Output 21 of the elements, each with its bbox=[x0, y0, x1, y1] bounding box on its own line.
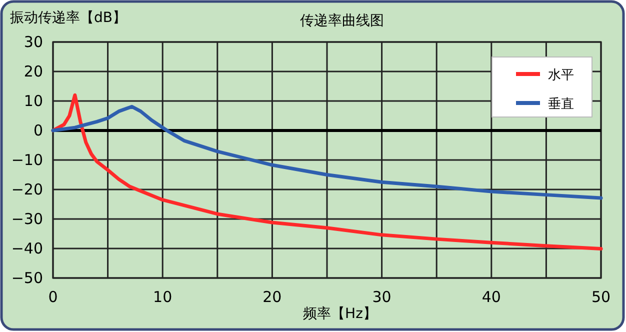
x-tick-label: 30 bbox=[372, 288, 392, 306]
y-tick-label: −50 bbox=[11, 269, 43, 287]
y-tick-label: −20 bbox=[11, 180, 43, 198]
y-tick-label: 0 bbox=[33, 122, 43, 140]
y-tick-label: 20 bbox=[24, 62, 43, 80]
x-tick-label: 20 bbox=[262, 288, 282, 306]
legend-label: 水平 bbox=[548, 68, 574, 83]
y-tick-label: −40 bbox=[11, 240, 43, 258]
x-tick-label: 40 bbox=[482, 288, 501, 306]
y-tick-label: −30 bbox=[11, 210, 43, 228]
y-tick-label: −10 bbox=[11, 151, 43, 169]
x-tick-label: 10 bbox=[153, 288, 172, 306]
x-axis-title: 频率【Hz】 bbox=[303, 306, 377, 322]
legend-label: 垂直 bbox=[548, 97, 574, 112]
chart-title: 传递率曲线图 bbox=[300, 13, 384, 29]
y-axis-title: 振动传递率【dB】 bbox=[10, 10, 126, 26]
line-series bbox=[51, 93, 603, 251]
y-tick-label: 10 bbox=[24, 92, 43, 110]
x-tick-label: 50 bbox=[591, 288, 611, 306]
y-tick-label: 30 bbox=[24, 33, 43, 51]
x-tick-label: 0 bbox=[48, 288, 58, 306]
